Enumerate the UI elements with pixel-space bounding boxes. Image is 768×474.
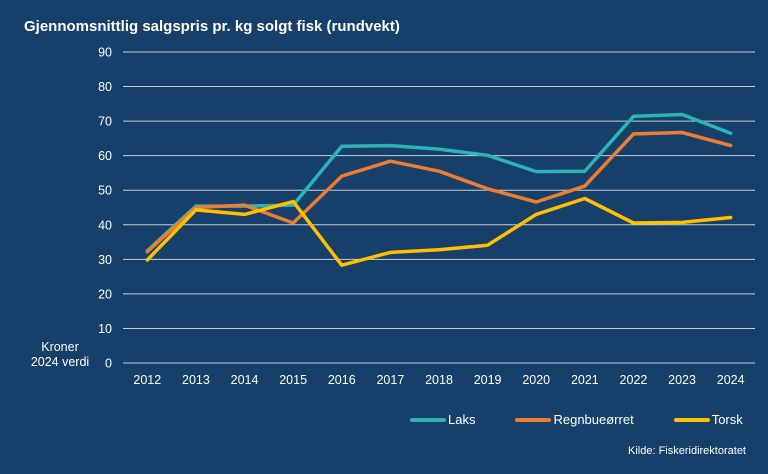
- y-axis-label-line-2: 2024 verdi: [30, 355, 90, 369]
- x-tick-label: 2018: [425, 373, 453, 387]
- x-tick-label: 2024: [717, 373, 745, 387]
- x-tick-label: 2020: [522, 373, 550, 387]
- legend-item-laks: Laks: [410, 412, 475, 427]
- y-axis-label-line-1: Kroner: [41, 340, 79, 354]
- legend-item-regnbueorret: Regnbueørret: [515, 412, 634, 427]
- legend-label-torsk: Torsk: [711, 412, 743, 427]
- y-axis-label: Kroner 2024 verdi: [20, 340, 100, 370]
- legend-swatch-torsk: [673, 417, 710, 422]
- x-tick-labels: 2012 2013 2014 2015 2016 2017 2018 2019 2020 2021…: [133, 373, 744, 387]
- series-lines: [145, 112, 733, 267]
- x-tick-label: 2023: [668, 373, 696, 387]
- y-tick-label: 30: [98, 253, 112, 267]
- series-line-regnbue-rret: [145, 130, 733, 254]
- y-tick-label: 90: [98, 46, 112, 60]
- y-tick-label: 40: [98, 218, 112, 232]
- y-tick-label: 70: [98, 115, 112, 129]
- x-tick-label: 2013: [182, 373, 210, 387]
- x-tick-label: 2014: [231, 373, 259, 387]
- legend-swatch-regnbueorret: [515, 417, 552, 422]
- source-note: Kilde: Fiskeridirektoratet: [628, 445, 746, 457]
- legend: Laks Regnbueørret Torsk: [410, 412, 743, 427]
- x-tick-label: 2015: [279, 373, 307, 387]
- legend-label-laks: Laks: [448, 412, 476, 427]
- series-line-torsk: [145, 196, 733, 267]
- x-tick-label: 2017: [376, 373, 404, 387]
- y-tick-labels: 0 10 20 30 40 50 60 70 80 90: [98, 46, 112, 371]
- legend-label-regnbueorret: Regnbueørret: [553, 412, 634, 427]
- y-tick-label: 10: [98, 322, 112, 336]
- x-tick-label: 2012: [133, 373, 161, 387]
- y-tick-label: 80: [98, 80, 112, 94]
- x-tick-label: 2021: [571, 373, 599, 387]
- y-tick-label: 20: [98, 287, 112, 301]
- x-tick-label: 2016: [328, 373, 356, 387]
- y-tick-label: 50: [98, 184, 112, 198]
- legend-swatch-laks: [410, 417, 446, 422]
- y-tick-label: 0: [105, 357, 112, 371]
- legend-item-torsk: Torsk: [673, 412, 743, 427]
- y-tick-label: 60: [98, 149, 112, 163]
- gridlines: [123, 51, 755, 364]
- x-tick-label: 2019: [474, 373, 502, 387]
- chart-title: Gjennomsnittlig salgspris pr. kg solgt f…: [24, 18, 400, 35]
- x-tick-label: 2022: [620, 373, 648, 387]
